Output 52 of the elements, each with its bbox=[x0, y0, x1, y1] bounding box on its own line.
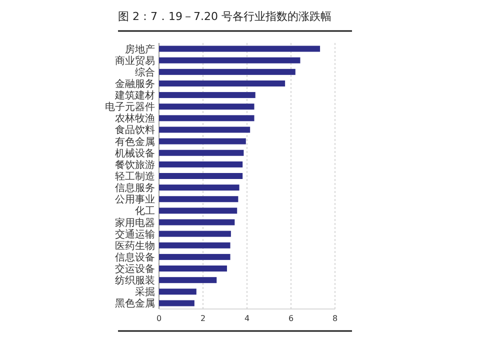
y-tick-label: 交通运输 bbox=[115, 228, 155, 240]
bar bbox=[159, 208, 238, 214]
bar bbox=[159, 242, 230, 248]
bar bbox=[159, 138, 246, 144]
y-tick-label: 电子元器件 bbox=[105, 101, 155, 114]
y-tick-label: 金融服务 bbox=[115, 78, 155, 90]
y-tick-label: 化工 bbox=[135, 205, 155, 218]
y-tick-label: 采掘 bbox=[135, 286, 155, 298]
x-tick-label: 2 bbox=[200, 314, 206, 323]
bar bbox=[159, 288, 196, 295]
bar bbox=[159, 300, 194, 306]
bar bbox=[159, 161, 243, 168]
y-tick-label: 有色金属 bbox=[115, 136, 155, 148]
bar bbox=[159, 46, 320, 52]
bar bbox=[159, 115, 254, 122]
x-tick-label: 8 bbox=[332, 314, 338, 323]
y-tick-label: 机械设备 bbox=[115, 147, 155, 160]
bar bbox=[159, 254, 230, 260]
y-tick-label: 医药生物 bbox=[115, 240, 155, 252]
bar bbox=[159, 219, 235, 226]
bar bbox=[159, 184, 240, 191]
bar bbox=[159, 92, 256, 98]
y-tick-label: 农林牧渔 bbox=[115, 112, 155, 125]
bar bbox=[159, 277, 217, 284]
y-tick-label: 纺织服装 bbox=[115, 274, 155, 287]
bar bbox=[159, 80, 286, 86]
bar bbox=[159, 104, 254, 110]
bar bbox=[159, 173, 243, 179]
y-tick-label: 商业贸易 bbox=[115, 54, 155, 67]
x-tick-label: 6 bbox=[288, 314, 294, 323]
bar bbox=[159, 196, 238, 202]
y-tick-label: 家用电器 bbox=[115, 216, 155, 229]
bar bbox=[159, 57, 300, 64]
x-tick-label: 4 bbox=[244, 314, 250, 323]
y-tick-label: 黑色金属 bbox=[115, 298, 155, 310]
bar bbox=[159, 68, 296, 75]
y-tick-label: 信息服务 bbox=[115, 182, 155, 194]
bar bbox=[159, 230, 231, 237]
y-tick-label: 餐饮旅游 bbox=[115, 158, 155, 171]
y-tick-label: 信息设备 bbox=[115, 251, 155, 264]
chart-title: 图 2：7．19－7.20 号各行业指数的涨跌幅 bbox=[118, 10, 332, 23]
x-tick-label: 0 bbox=[156, 314, 162, 323]
y-tick-label: 食品饮料 bbox=[115, 124, 155, 136]
y-tick-label: 综合 bbox=[135, 66, 155, 78]
y-tick-label: 建筑建材 bbox=[114, 90, 155, 102]
bar bbox=[159, 150, 244, 156]
y-tick-label: 房地产 bbox=[125, 43, 155, 56]
y-tick-label: 交运设备 bbox=[115, 263, 155, 276]
y-tick-label: 公用事业 bbox=[115, 194, 155, 206]
y-tick-label: 轻工制造 bbox=[115, 170, 155, 182]
bar bbox=[159, 266, 227, 272]
bar bbox=[159, 126, 250, 133]
